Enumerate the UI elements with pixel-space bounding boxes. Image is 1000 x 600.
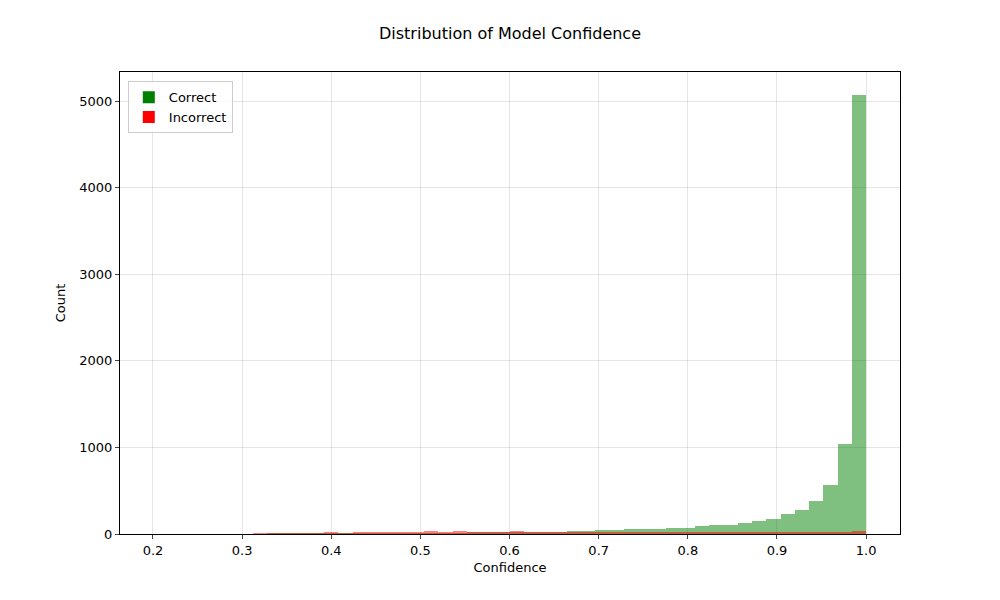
svg-text:1.0: 1.0	[856, 543, 877, 558]
svg-text:0.7: 0.7	[588, 543, 609, 558]
svg-text:5000: 5000	[79, 94, 112, 109]
svg-text:4000: 4000	[79, 180, 112, 195]
svg-text:0.8: 0.8	[677, 543, 698, 558]
svg-text:0.9: 0.9	[767, 543, 788, 558]
svg-text:0.4: 0.4	[321, 543, 342, 558]
svg-text:3000: 3000	[79, 267, 112, 282]
svg-text:0.6: 0.6	[499, 543, 520, 558]
svg-text:Correct: Correct	[169, 90, 216, 105]
svg-text:Distribution of Model Confiden: Distribution of Model Confidence	[379, 24, 641, 43]
svg-text:0.3: 0.3	[232, 543, 253, 558]
svg-text:Count: Count	[53, 284, 68, 323]
svg-text:0.5: 0.5	[410, 543, 431, 558]
svg-text:Confidence: Confidence	[473, 560, 546, 575]
svg-text:0: 0	[104, 527, 112, 542]
svg-text:2000: 2000	[79, 353, 112, 368]
svg-text:0.2: 0.2	[143, 543, 164, 558]
svg-text:Incorrect: Incorrect	[169, 110, 227, 125]
svg-text:1000: 1000	[79, 440, 112, 455]
